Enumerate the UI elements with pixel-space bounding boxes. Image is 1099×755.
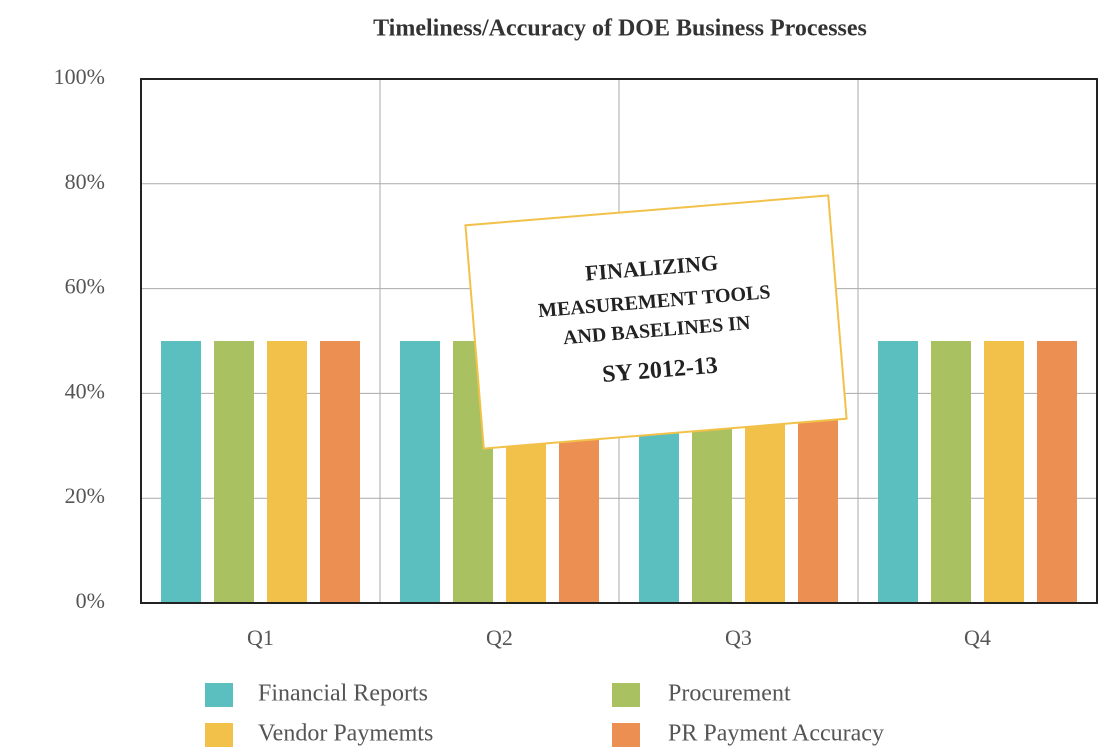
legend-label: Procurement — [668, 681, 791, 707]
legend-swatch — [612, 723, 640, 747]
annotation-box — [464, 194, 848, 450]
y-tick-label: 60% — [65, 274, 105, 299]
bar — [400, 341, 440, 603]
y-tick-label: 80% — [65, 169, 105, 194]
plot-area — [140, 78, 1098, 604]
legend-swatch — [205, 723, 233, 747]
y-tick-label: 100% — [54, 64, 105, 89]
y-tick-label: 0% — [76, 588, 105, 613]
legend-swatch — [205, 683, 233, 707]
bar — [161, 341, 201, 603]
legend-label: PR Payment Accuracy — [668, 721, 884, 747]
bar — [267, 341, 307, 603]
chart-title: Timeliness/Accuracy of DOE Business Proc… — [373, 16, 867, 42]
bar — [984, 341, 1024, 603]
x-tick-label: Q1 — [247, 625, 274, 650]
bar — [1037, 341, 1077, 603]
legend-label: Vendor Paymemts — [258, 721, 433, 747]
bar — [214, 341, 254, 603]
legend-swatch — [612, 683, 640, 707]
x-tick-label: Q3 — [725, 625, 752, 650]
bar — [878, 341, 918, 603]
y-tick-label: 40% — [65, 378, 105, 403]
x-tick-label: Q2 — [486, 625, 513, 650]
bar — [931, 341, 971, 603]
x-tick-label: Q4 — [964, 625, 991, 650]
bar — [320, 341, 360, 603]
plot-frame — [140, 78, 1098, 604]
legend-label: Financial Reports — [258, 681, 428, 707]
y-tick-label: 20% — [65, 483, 105, 508]
